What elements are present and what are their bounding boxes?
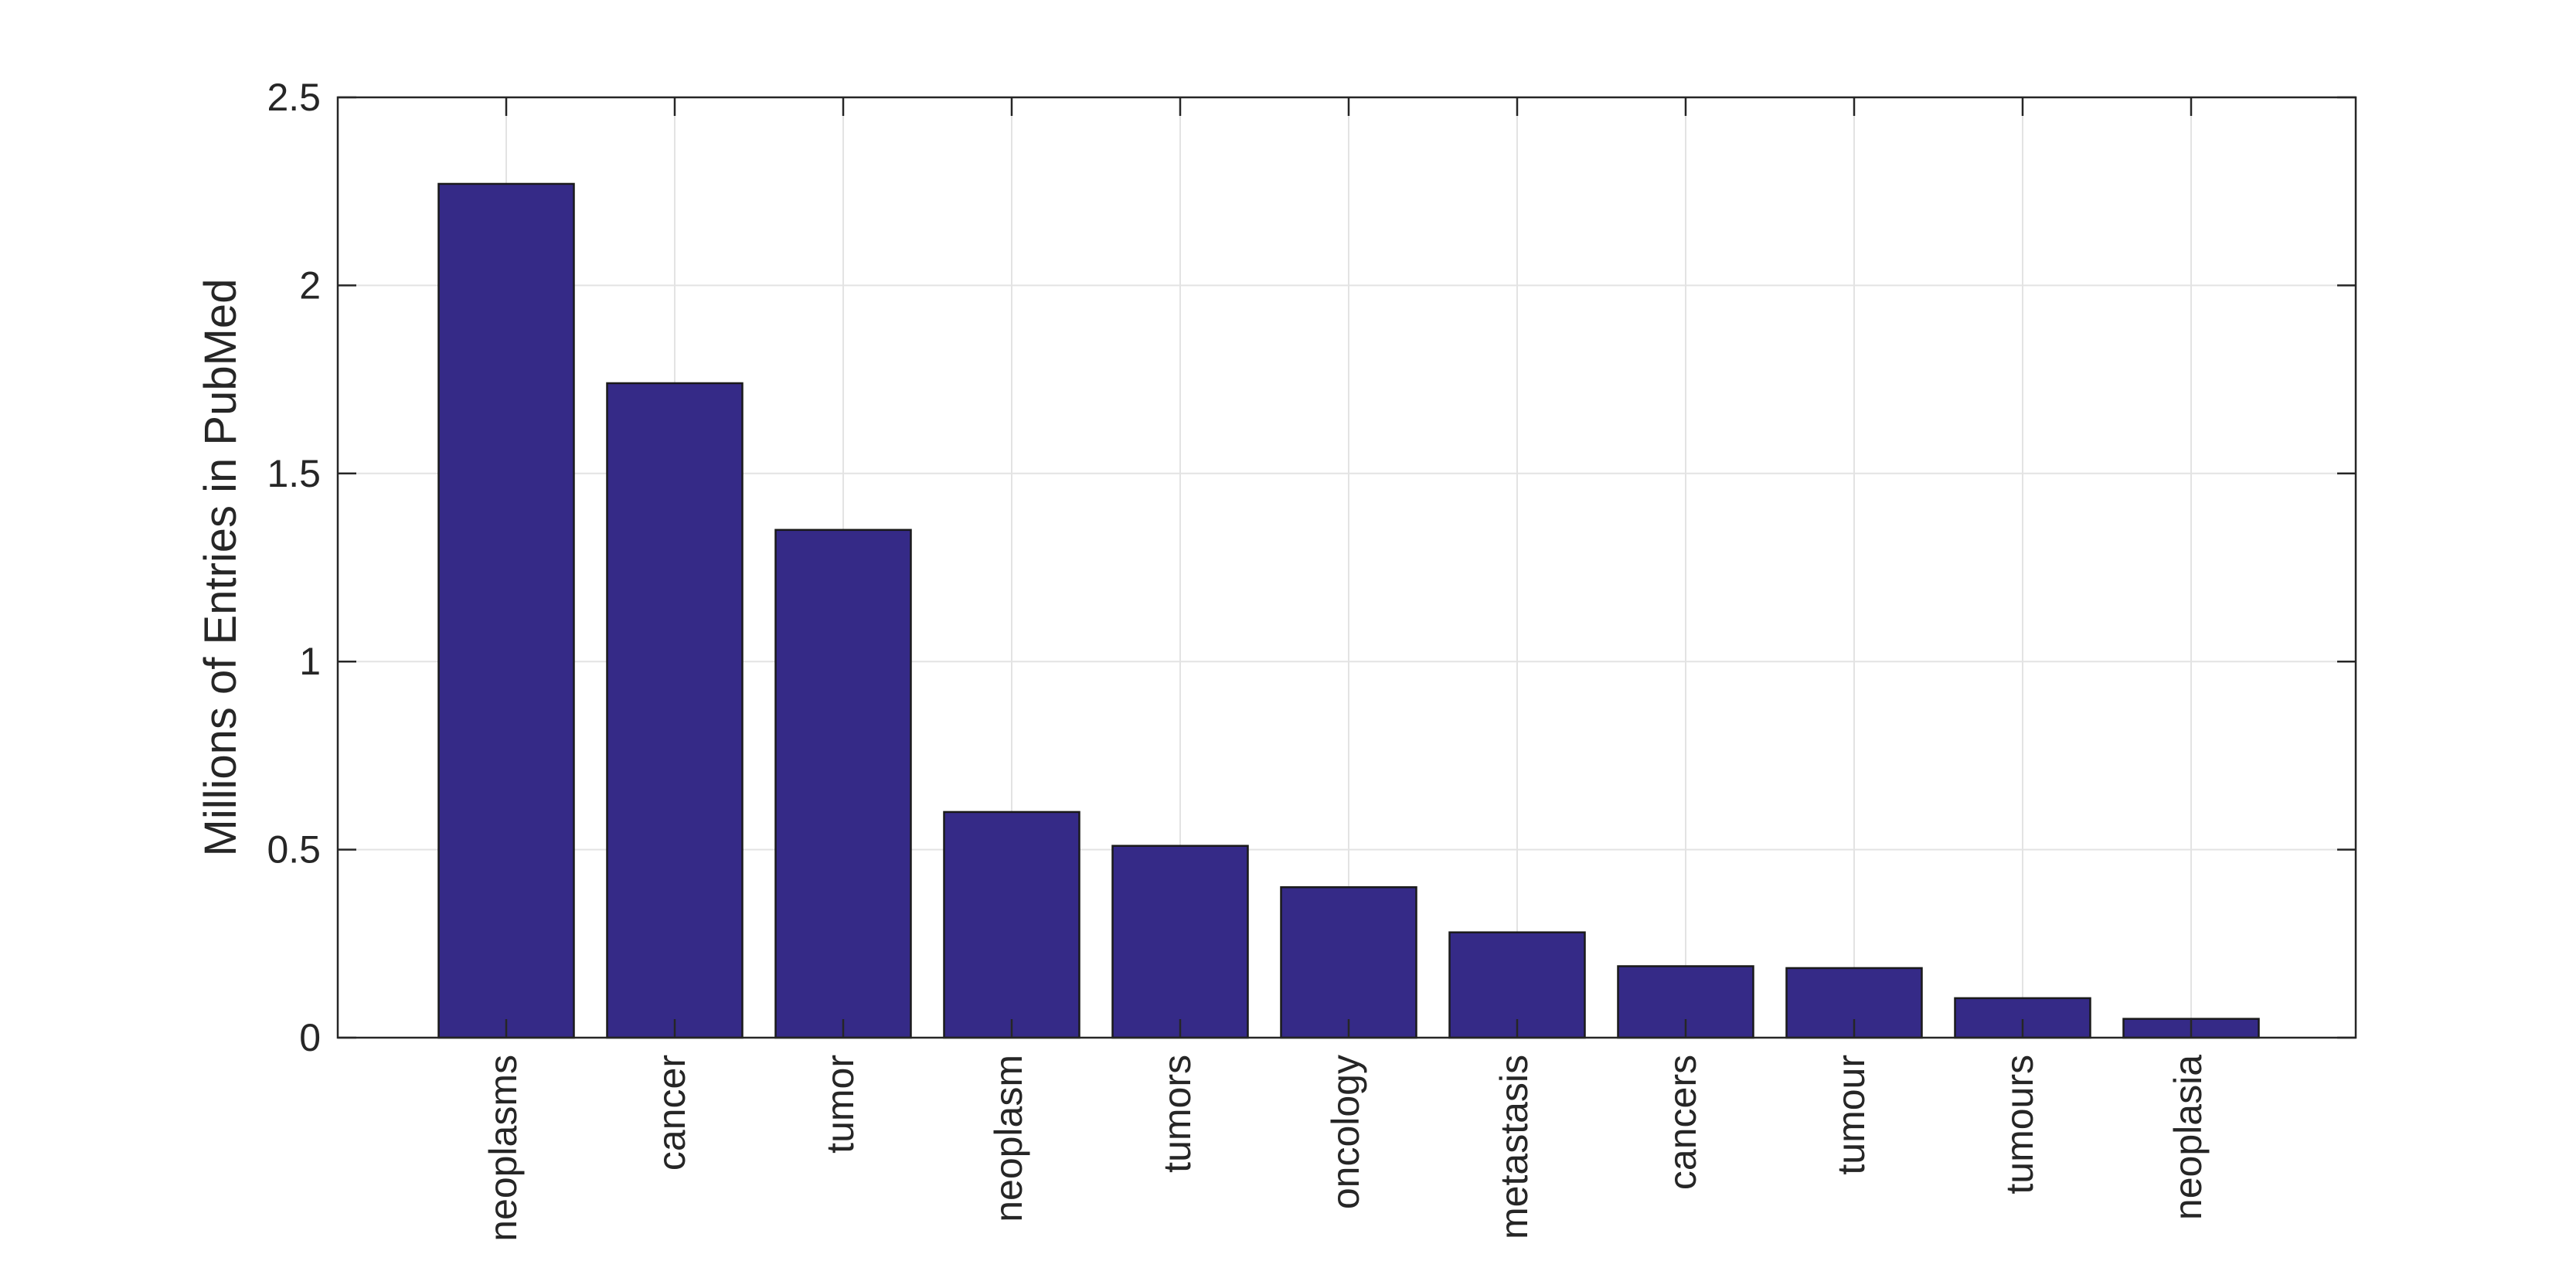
axes-box [336, 96, 2357, 1039]
x-tick-label-neoplasia: neoplasia [2166, 1055, 2210, 1220]
x-tick-label-tumors: tumors [1155, 1055, 1199, 1173]
x-tick-label-neoplasm: neoplasm [987, 1055, 1030, 1222]
bar-neoplasm [943, 811, 1080, 1039]
y-tick-label-3: 1.5 [267, 452, 321, 495]
y-tick-label-2: 1 [299, 640, 321, 683]
bar-tumors [1111, 845, 1249, 1039]
x-tick-label-tumours: tumours [1998, 1055, 2041, 1195]
x-tick-label-cancers: cancers [1661, 1055, 1704, 1190]
labels: 0 0.5 1 1.5 2 2.5 neoplasms cancer tumor neoplasm… [196, 76, 2210, 1242]
x-tick-label-oncology: oncology [1324, 1055, 1367, 1209]
x-tick-label-neoplasms: neoplasms [482, 1055, 525, 1242]
y-tick-label-4: 2 [299, 263, 321, 307]
bars [437, 182, 2260, 1039]
y-tick-label-5: 2.5 [267, 76, 321, 119]
x-tick-label-tumour: tumour [1829, 1055, 1873, 1175]
y-axis-label: Millions of Entries in PubMed [196, 279, 246, 857]
axes [336, 96, 2357, 1039]
bar-cancer [606, 382, 744, 1039]
x-tick-label-cancer: cancer [650, 1055, 693, 1171]
bar-oncology [1280, 886, 1417, 1039]
x-tick-label-metastasis: metastasis [1492, 1055, 1536, 1239]
y-tick-label-1: 0.5 [267, 828, 321, 872]
x-tick-label-tumor: tumor [818, 1055, 862, 1154]
y-tick-label-0: 0 [299, 1016, 321, 1059]
bar-neoplasms [437, 182, 575, 1039]
bar-tumor [774, 528, 912, 1039]
